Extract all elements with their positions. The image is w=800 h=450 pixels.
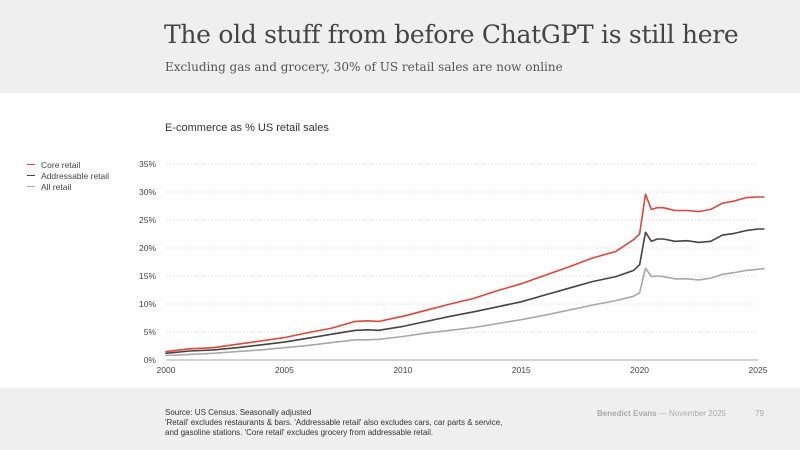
author-separator: — (658, 409, 670, 418)
y-tick-label: 20% (139, 243, 156, 253)
source-line: Source: US Census. Seasonally adjusted (165, 408, 312, 417)
series-line-addressable-retail (165, 228, 765, 355)
y-tick-label: 35% (139, 159, 156, 169)
x-tick-label: 2015 (512, 365, 531, 375)
author-name: Benedict Evans (597, 409, 657, 418)
y-tick-label: 15% (139, 271, 156, 281)
x-tick-label: 2025 (749, 365, 768, 375)
source-line: and gasoline stations. 'Core retail' exc… (165, 428, 434, 437)
legend-item-core-retail: Core retail (27, 159, 109, 170)
source-line: 'Retail' excludes restaurants & bars. 'A… (165, 418, 503, 427)
page-subtitle: Excluding gas and grocery, 30% of US ret… (165, 60, 563, 74)
page-title: The old stuff from before ChatGPT is sti… (164, 20, 739, 49)
x-tick-label: 2020 (630, 365, 649, 375)
chart-legend: Core retail Addressable retail All retai… (27, 159, 109, 192)
chart-title: E-commerce as % US retail sales (165, 122, 329, 134)
footer-band: Source: US Census. Seasonally adjusted '… (0, 388, 800, 450)
series-line-all-retail (165, 267, 765, 357)
series-line-core-retail (165, 193, 765, 353)
line-chart: 0% 5% 10% 15% 20% 25% 30% 35% 2000 2005 2010 2015 20… (139, 159, 768, 375)
y-tick-label: 10% (139, 299, 156, 309)
y-tick-label: 5% (144, 327, 157, 337)
y-tick-label: 0% (144, 355, 157, 365)
page-number: 79 (755, 409, 764, 418)
y-tick-label: 25% (139, 215, 156, 225)
x-tick-label: 2010 (393, 365, 412, 375)
y-tick-label: 30% (139, 187, 156, 197)
header-band: The old stuff from before ChatGPT is sti… (0, 0, 800, 93)
legend-swatch (27, 174, 35, 177)
legend-item-all-retail: All retail (27, 181, 109, 192)
x-tick-label: 2000 (157, 365, 176, 375)
legend-label: All retail (41, 181, 72, 192)
legend-swatch (27, 163, 35, 166)
author-date: November 2025 (669, 409, 726, 418)
legend-swatch (27, 185, 35, 188)
source-note: Source: US Census. Seasonally adjusted '… (165, 408, 502, 438)
legend-item-addressable-retail: Addressable retail (27, 170, 109, 181)
legend-label: Addressable retail (41, 170, 110, 181)
author-credit: Benedict Evans — November 2025 (597, 409, 726, 418)
x-tick-label: 2005 (275, 365, 294, 375)
legend-label: Core retail (41, 159, 81, 170)
